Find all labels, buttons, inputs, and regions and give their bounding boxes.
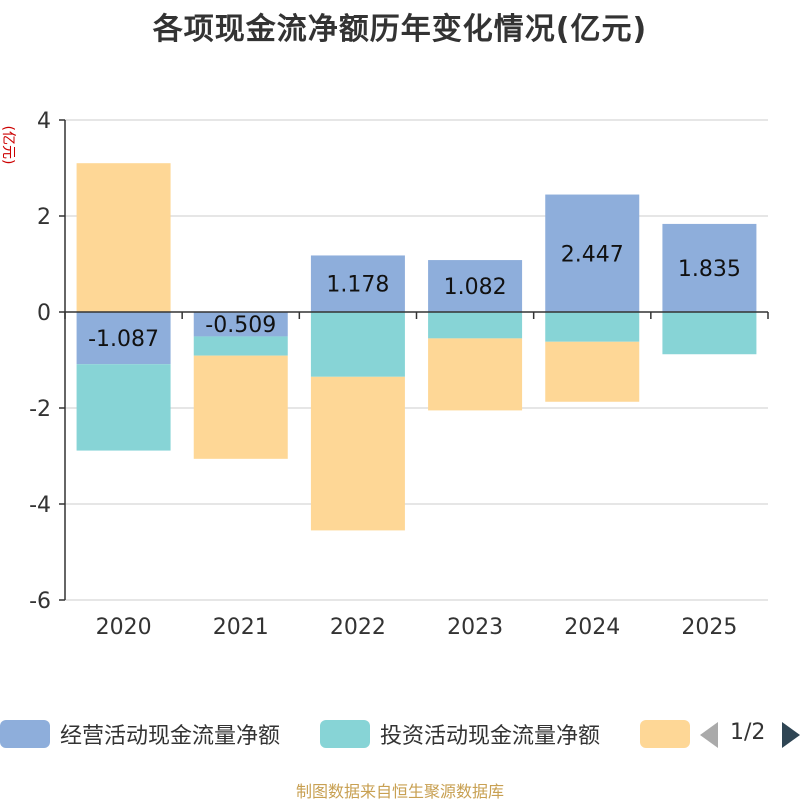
legend-next-page-icon[interactable] bbox=[782, 722, 800, 748]
bar-series2-2020 bbox=[76, 163, 171, 312]
legend-swatch-operating bbox=[0, 720, 50, 748]
x-tick-label-2025: 2025 bbox=[681, 615, 737, 640]
legend-swatch-financing bbox=[640, 720, 690, 748]
legend-item-operating[interactable]: 经营活动现金流量净额 bbox=[0, 718, 280, 750]
y-tick-label: -4 bbox=[29, 493, 51, 518]
bar-series2-2023 bbox=[428, 338, 523, 411]
bar-series0-2023 bbox=[428, 260, 523, 312]
y-tick-label: 2 bbox=[37, 205, 51, 230]
data-label-2022: 1.178 bbox=[326, 273, 389, 298]
chart-canvas: -1.087 -0.509 1.178 1.082 2.447 1.835 -6 -4 -2 0 2… bbox=[0, 109, 769, 640]
y-tick-label: -6 bbox=[29, 589, 51, 614]
x-tick-label-2022: 2022 bbox=[330, 615, 386, 640]
legend-swatch-investing bbox=[320, 720, 370, 748]
bar-series1-2024 bbox=[545, 312, 640, 342]
x-tick-label-2021: 2021 bbox=[213, 615, 269, 640]
y-tick-label: 0 bbox=[37, 301, 51, 326]
legend-label-operating: 经营活动现金流量净额 bbox=[60, 724, 281, 749]
legend-item-investing[interactable]: 投资活动现金流量净额 bbox=[320, 718, 600, 750]
y-tick-label: -2 bbox=[29, 397, 51, 422]
bar-series1-2021 bbox=[193, 336, 288, 356]
bar-series0-2021 bbox=[193, 312, 288, 337]
bar-series0-2025 bbox=[662, 223, 757, 312]
chart-title: 各项现金流净额历年变化情况(亿元) bbox=[152, 12, 648, 47]
bar-series0-2022 bbox=[310, 255, 405, 312]
bar-series0-2024 bbox=[545, 194, 640, 312]
legend-prev-page-icon[interactable] bbox=[700, 722, 718, 748]
data-label-2021: -0.509 bbox=[205, 313, 276, 338]
bar-series1-2020 bbox=[76, 364, 171, 451]
bar-series2-2022 bbox=[310, 376, 405, 531]
legend: 经营活动现金流量净额 投资活动现金流量净额 1/2 bbox=[0, 714, 800, 754]
legend-label-investing: 投资活动现金流量净额 bbox=[380, 724, 601, 749]
bar-series1-2023 bbox=[428, 312, 523, 339]
legend-item-financing[interactable] bbox=[640, 718, 700, 750]
data-label-2023: 1.082 bbox=[444, 275, 507, 300]
bar-series0-2020 bbox=[76, 312, 171, 365]
data-label-2025: 1.835 bbox=[678, 257, 741, 282]
y-tick-label: 4 bbox=[37, 109, 51, 134]
bar-series1-2022 bbox=[310, 312, 405, 377]
data-label-2024: 2.447 bbox=[561, 242, 624, 267]
data-label-2020: -1.087 bbox=[88, 327, 159, 352]
bar-series2-2024 bbox=[545, 341, 640, 402]
x-tick-label-2020: 2020 bbox=[96, 615, 152, 640]
source-note: 制图数据来自恒生聚源数据库 bbox=[295, 782, 504, 801]
bar-series1-2025 bbox=[662, 312, 757, 355]
y-axis-label: (亿元) bbox=[0, 126, 16, 165]
x-tick-label-2024: 2024 bbox=[564, 615, 620, 640]
bar-series2-2021 bbox=[193, 355, 288, 459]
legend-page-indicator: 1/2 bbox=[730, 720, 766, 745]
x-tick-label-2023: 2023 bbox=[447, 615, 503, 640]
